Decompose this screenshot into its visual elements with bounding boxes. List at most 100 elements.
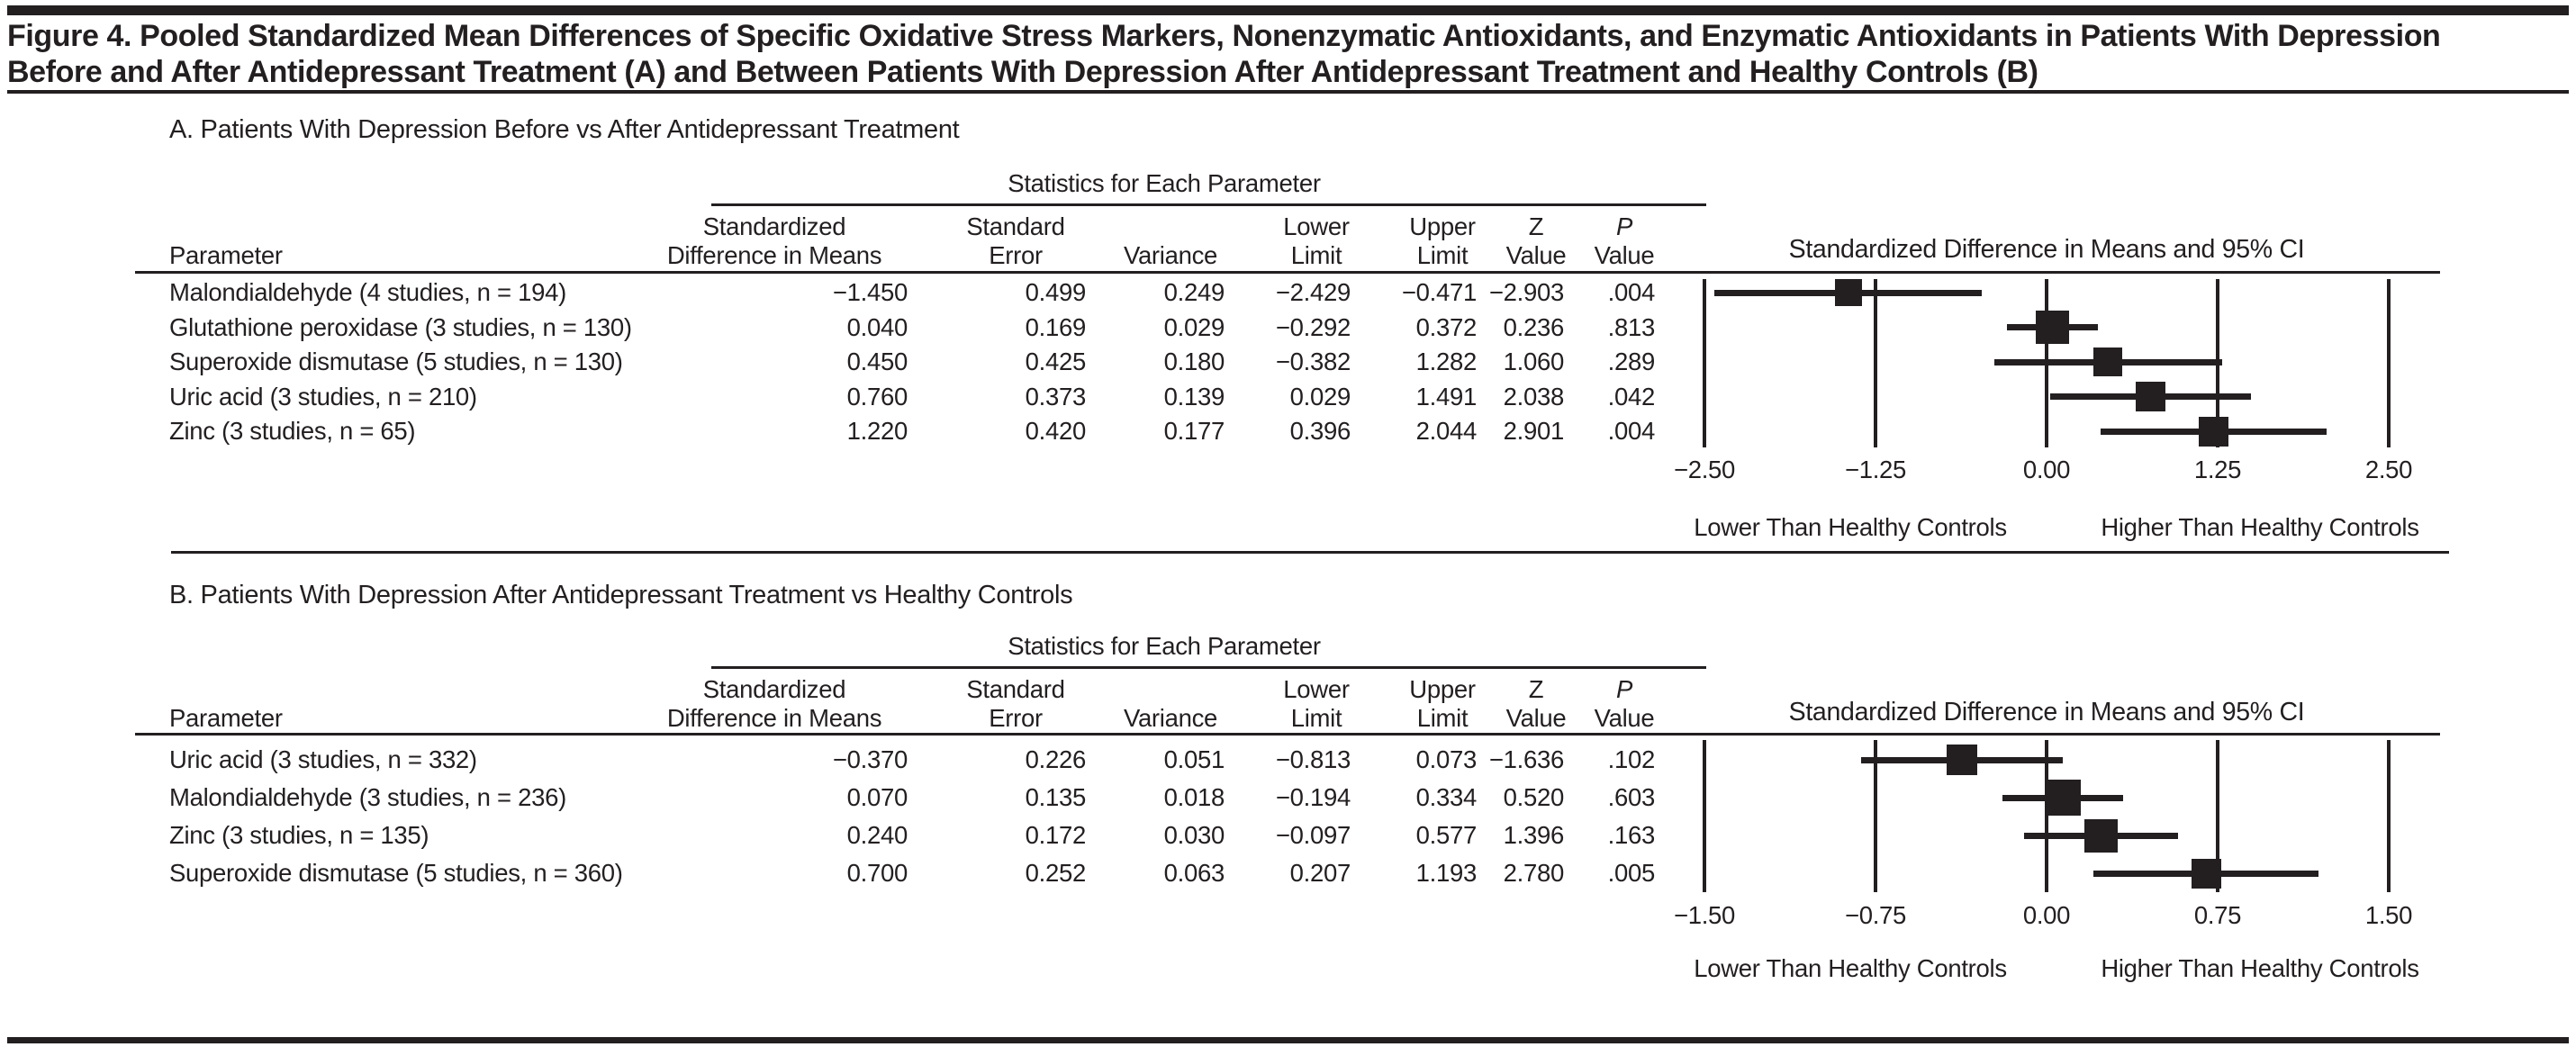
stats-group-header: Statistics for Each Parameter — [1008, 169, 1321, 197]
stat-column-header: Lower Limit — [1163, 675, 1469, 733]
stat-column-header-line2: Limit — [1290, 241, 1342, 269]
stat-value-cell: .042 — [1607, 382, 1656, 411]
stat-value-cell: .163 — [1607, 821, 1656, 849]
panel-b-title: B. Patients With Depression After Antide… — [169, 581, 1073, 609]
stat-column-header: Z Value — [1383, 212, 1689, 270]
lower-direction-label: Lower Than Healthy Controls — [1694, 954, 2007, 982]
stats-group-header: Statistics for Each Parameter — [1008, 632, 1321, 660]
stat-value-cell: .289 — [1607, 347, 1656, 375]
stat-value-cell: 0.700 — [846, 859, 908, 887]
stat-column-header: Variance — [1017, 675, 1324, 733]
stat-column-header-line1: P — [1615, 675, 1633, 703]
axis-gridline — [2387, 279, 2391, 447]
stat-column-header: P Value — [1471, 212, 1777, 270]
higher-direction-label: Higher Than Healthy Controls — [2101, 513, 2419, 541]
stat-column-header-line1: Z — [1528, 212, 1544, 240]
stat-column-header-line2: Value — [1505, 241, 1567, 269]
stat-value-cell: −1.450 — [832, 278, 908, 306]
stat-value-cell: −0.292 — [1275, 312, 1351, 341]
point-estimate-marker — [2136, 382, 2166, 411]
stat-column-header-line2: Variance — [1123, 704, 1218, 732]
stat-value-cell: .005 — [1607, 859, 1656, 887]
point-estimate-marker — [2093, 347, 2123, 376]
figure-title-line2: Before and After Antidepressant Treatmen… — [7, 55, 2038, 89]
stat-value-cell: .813 — [1607, 312, 1656, 341]
stat-value-cell: 0.177 — [1163, 417, 1225, 445]
stat-value-cell: −0.370 — [832, 745, 908, 773]
stat-value-cell: 0.420 — [1025, 417, 1087, 445]
stat-column-header-line1: Lower — [1283, 675, 1350, 703]
stat-column-header-line1: Upper — [1409, 212, 1476, 240]
parameter-cell: Superoxide dismutase (5 studies, n = 360… — [169, 859, 623, 887]
stat-column-header-line1: P — [1615, 212, 1633, 240]
parameter-cell: Zinc (3 studies, n = 135) — [169, 821, 429, 849]
parameter-cell: Malondialdehyde (3 studies, n = 236) — [169, 783, 566, 811]
stats-group-rule — [711, 666, 1706, 669]
stat-value-cell: 1.282 — [1415, 347, 1478, 375]
axis-tick-label: −1.25 — [1844, 456, 1907, 483]
stat-value-cell: 0.373 — [1025, 382, 1087, 411]
stat-column-header-line1: Standard — [966, 675, 1065, 703]
axis-gridline — [2216, 740, 2219, 892]
stat-column-header-line1: Standardized — [702, 212, 846, 240]
stat-value-cell: 2.038 — [1503, 382, 1565, 411]
stat-value-cell: 0.073 — [1415, 745, 1478, 773]
axis-tick-label: −1.50 — [1673, 901, 1736, 929]
stat-value-cell: 2.780 — [1503, 859, 1565, 887]
stat-column-header: Variance — [1017, 212, 1324, 270]
stat-column-header: Standard Error — [863, 212, 1169, 270]
stat-value-cell: 0.030 — [1163, 821, 1225, 849]
stat-column-header-line2: Difference in Means — [666, 241, 882, 269]
stat-value-cell: .004 — [1607, 417, 1656, 445]
stat-value-cell: 0.520 — [1503, 783, 1565, 811]
stat-value-cell: 0.249 — [1163, 278, 1225, 306]
parameter-cell: Glutathione peroxidase (3 studies, n = 1… — [169, 312, 632, 341]
axis-tick-label: 1.25 — [2193, 456, 2242, 483]
stat-value-cell: 0.029 — [1163, 312, 1225, 341]
stat-column-header-line2: Value — [1505, 704, 1567, 732]
stat-value-cell: 0.139 — [1163, 382, 1225, 411]
axis-tick-label: −2.50 — [1673, 456, 1736, 483]
stat-value-cell: .004 — [1607, 278, 1656, 306]
stat-value-cell: 1.060 — [1503, 347, 1565, 375]
stat-value-cell: 0.029 — [1289, 382, 1351, 411]
axis-gridline — [1874, 740, 1877, 892]
stat-column-header-line1: Standard — [966, 212, 1065, 240]
bottom-rule — [7, 1037, 2569, 1043]
stat-value-cell: 0.169 — [1025, 312, 1087, 341]
point-estimate-marker — [2035, 311, 2069, 344]
stat-value-cell: −0.471 — [1401, 278, 1477, 306]
stat-column-header-line2: Error — [989, 241, 1043, 269]
table-header-rule — [135, 271, 2440, 274]
stat-value-cell: −2.429 — [1275, 278, 1351, 306]
stat-column-header-line2: Limit — [1290, 704, 1342, 732]
stat-value-cell: 0.450 — [846, 347, 908, 375]
stat-column-header-line1: Standardized — [702, 675, 846, 703]
stat-value-cell: 0.226 — [1025, 745, 1087, 773]
stat-value-cell: 1.491 — [1415, 382, 1478, 411]
stat-column-header-line2: Difference in Means — [666, 704, 882, 732]
axis-tick-label: 0.00 — [2022, 901, 2071, 929]
stat-column-header-line2: Variance — [1123, 241, 1218, 269]
stat-value-cell: 0.252 — [1025, 859, 1087, 887]
stat-value-cell: 0.396 — [1289, 417, 1351, 445]
stat-value-cell: 0.236 — [1503, 312, 1565, 341]
figure-title: Figure 4. Pooled Standardized Mean Diffe… — [7, 18, 2569, 90]
stat-column-header-line2: Value — [1594, 241, 1655, 269]
stat-value-cell: 2.901 — [1503, 417, 1565, 445]
figure-title-line1: Figure 4. Pooled Standardized Mean Diffe… — [7, 19, 2441, 53]
point-estimate-marker — [2191, 858, 2221, 889]
stat-column-header: Upper Limit — [1289, 675, 1595, 733]
stat-value-cell: 0.051 — [1163, 745, 1225, 773]
axis-tick-label: 0.00 — [2022, 456, 2071, 483]
forest-plot-title: Standardized Difference in Means and 95%… — [1788, 698, 2305, 727]
stat-value-cell: 0.172 — [1025, 821, 1087, 849]
stat-value-cell: 0.334 — [1415, 783, 1478, 811]
axis-tick-label: 2.50 — [2364, 456, 2413, 483]
stat-column-header: Standard Error — [863, 675, 1169, 733]
stat-value-cell: 0.063 — [1163, 859, 1225, 887]
stat-value-cell: 0.240 — [846, 821, 908, 849]
parameter-cell: Malondialdehyde (4 studies, n = 194) — [169, 278, 566, 306]
axis-gridline — [2387, 740, 2391, 892]
